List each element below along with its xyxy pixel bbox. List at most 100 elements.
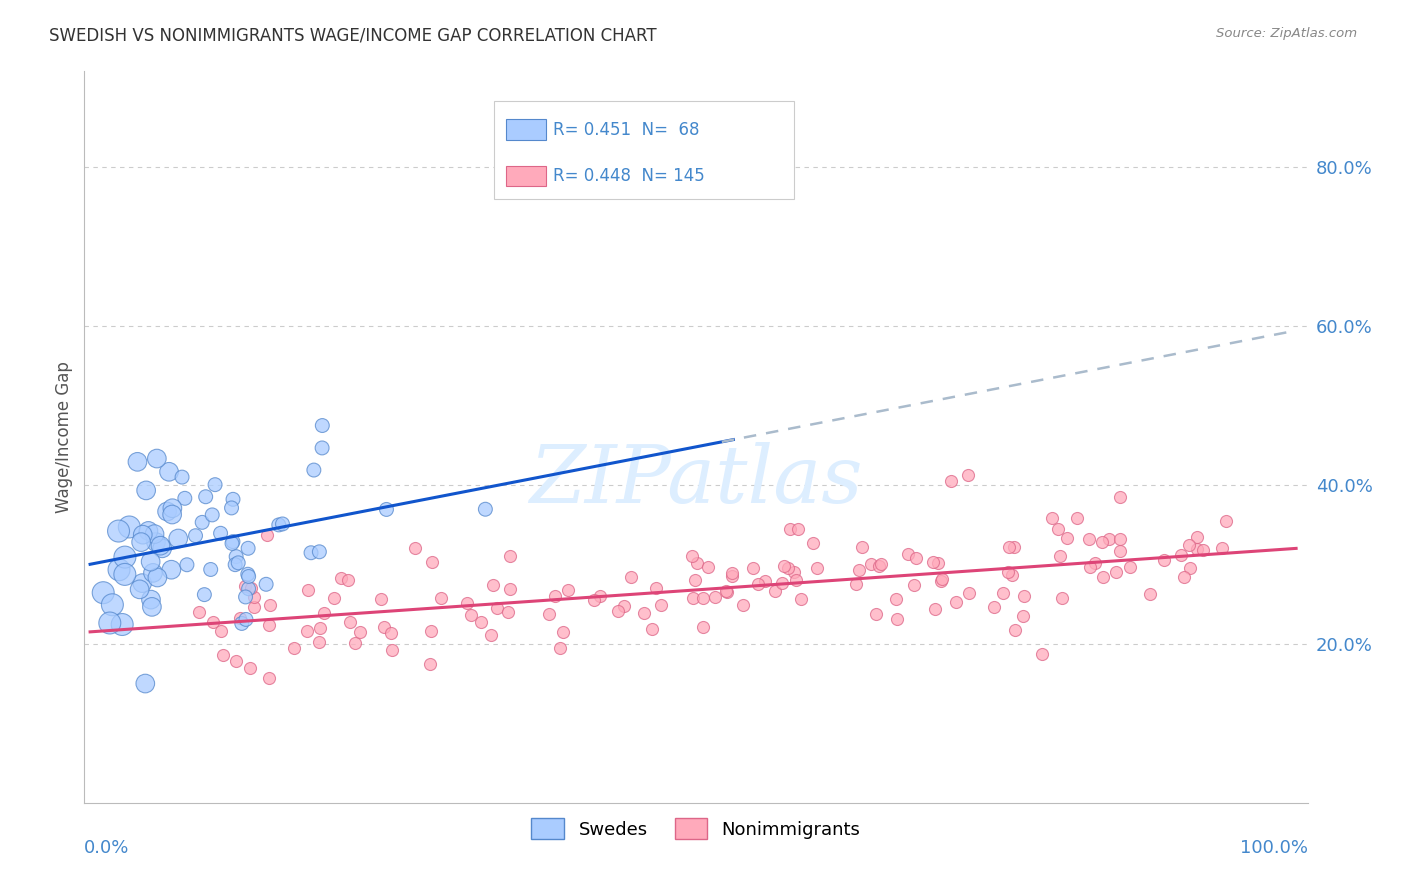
Point [922,555,945,569]
Point [370,591,392,606]
Point [135,483,157,498]
Point [1170,548,1192,562]
Point [1084,556,1107,570]
Point [222,534,245,549]
FancyBboxPatch shape [494,101,794,200]
Point [845,577,868,591]
Point [785,573,807,587]
Point [114,550,136,565]
Point [1211,541,1233,556]
Point [692,620,714,634]
Point [373,620,395,634]
Point [620,569,643,583]
Point [236,541,259,556]
Point [295,624,318,639]
Point [225,654,247,668]
Point [460,607,482,622]
Point [146,570,169,584]
Text: R= 0.451  N=  68: R= 0.451 N= 68 [553,120,699,138]
Point [118,520,141,534]
Point [470,615,492,629]
Point [905,551,928,566]
Point [589,589,612,603]
Point [1000,567,1022,582]
Point [375,502,398,516]
Point [607,604,630,618]
Point [641,622,664,636]
Point [957,586,980,600]
Point [1153,553,1175,567]
Point [479,628,502,642]
Point [1109,491,1132,505]
Point [482,577,505,591]
Point [420,555,443,569]
Point [682,591,704,605]
Y-axis label: Wage/Income Gap: Wage/Income Gap [55,361,73,513]
Point [193,588,215,602]
Point [474,502,496,516]
Point [499,549,522,564]
Point [160,563,183,577]
Point [323,591,346,605]
Point [349,625,371,640]
Point [903,578,925,592]
Point [1078,532,1101,546]
Point [127,455,149,469]
Point [697,559,720,574]
Point [1192,543,1215,558]
Point [456,596,478,610]
Point [742,561,765,575]
Point [485,601,508,615]
Text: 0.0%: 0.0% [84,839,129,857]
Point [229,611,252,625]
Point [927,556,949,570]
Point [1049,549,1071,563]
Point [1004,623,1026,637]
Point [146,451,169,466]
Point [134,676,156,690]
Point [201,615,224,629]
Point [991,586,1014,600]
Point [381,643,404,657]
Point [231,616,253,631]
Point [419,657,441,672]
Point [256,528,278,542]
Point [299,546,322,560]
Point [721,569,744,583]
Point [111,617,134,632]
Point [716,585,738,599]
Point [929,574,952,589]
Point [107,524,129,538]
Point [770,575,793,590]
Point [779,522,801,536]
Point [337,573,360,587]
Point [404,541,426,556]
Point [283,640,305,655]
Point [714,584,737,599]
Point [170,470,193,484]
Point [692,591,714,606]
Point [897,547,920,561]
Point [931,573,953,587]
Point [343,636,366,650]
Point [1091,535,1114,549]
Point [499,582,522,597]
Point [311,418,333,433]
Point [773,558,796,573]
Point [141,599,163,614]
Point [537,607,560,621]
Text: Source: ZipAtlas.com: Source: ZipAtlas.com [1216,27,1357,40]
Point [1180,560,1202,574]
Point [998,540,1021,554]
Point [633,606,655,620]
Point [884,591,907,606]
Point [983,600,1005,615]
Point [312,606,335,620]
Point [1050,591,1073,605]
Point [339,615,361,629]
Point [1109,543,1132,558]
Point [886,612,908,626]
Point [613,599,636,613]
Point [176,558,198,572]
Point [311,441,333,455]
